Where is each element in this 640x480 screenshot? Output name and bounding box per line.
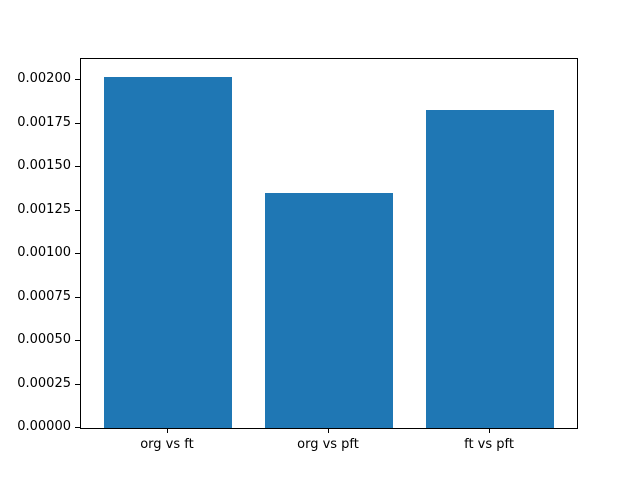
- y-tick-label: 0.00150: [17, 158, 71, 174]
- y-tick-mark: [75, 297, 80, 298]
- y-tick-mark: [75, 79, 80, 80]
- y-tick-label: 0.00050: [17, 332, 71, 348]
- bar-ft-vs-pft: [425, 109, 555, 428]
- x-tick-mark: [328, 428, 329, 433]
- y-tick-mark: [75, 384, 80, 385]
- y-tick-mark: [75, 166, 80, 167]
- x-tick-label: org vs pft: [297, 437, 359, 452]
- x-tick-mark: [167, 428, 168, 433]
- y-tick-mark: [75, 123, 80, 124]
- y-tick-mark: [75, 253, 80, 254]
- y-tick-mark: [75, 427, 80, 428]
- x-tick-mark: [489, 428, 490, 433]
- y-tick-label: 0.00075: [17, 288, 71, 304]
- y-tick-label: 0.00100: [17, 245, 71, 261]
- y-tick-label: 0.00125: [17, 201, 71, 217]
- plot-area: [80, 58, 578, 429]
- bar-org-vs-ft: [103, 76, 233, 428]
- y-tick-mark: [75, 340, 80, 341]
- y-tick-label: 0.00175: [17, 114, 71, 130]
- y-tick-mark: [75, 210, 80, 211]
- x-tick-label: org vs ft: [140, 437, 194, 452]
- y-tick-label: 0.00025: [17, 375, 71, 391]
- x-tick-label: ft vs pft: [464, 437, 514, 452]
- bar-org-vs-pft: [264, 193, 394, 428]
- y-tick-label: 0.00000: [17, 419, 71, 434]
- y-tick-label: 0.00200: [17, 71, 71, 87]
